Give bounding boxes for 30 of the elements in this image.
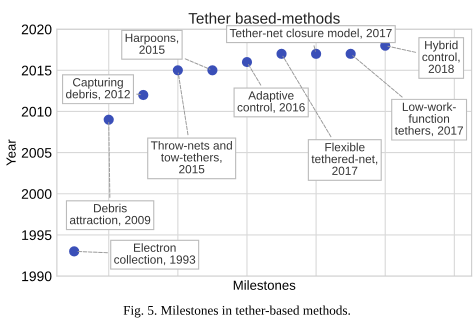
point: [138, 90, 148, 100]
y-tick-label: 2015: [22, 66, 52, 76]
annotation: Electron collection, 1993: [114, 243, 196, 266]
annotation: Flexible tethered-net, 2017: [311, 142, 378, 176]
annotation: Harpoons, 2015: [126, 34, 178, 54]
chart-title: Tether based-methods: [188, 12, 340, 24]
point: [276, 48, 287, 59]
point: [104, 114, 114, 125]
caption: Fig. 5. Milestones in tether-based methods.: [124, 306, 350, 318]
y-tick-label: 2020: [22, 24, 52, 34]
point: [69, 246, 80, 256]
y-tick-label: 2000: [22, 189, 52, 199]
x-axis-title: Milestones: [234, 280, 296, 290]
annotation: Adaptive control, 2016: [238, 90, 305, 113]
y-tick-label: 1995: [22, 230, 52, 240]
annotation: Debris attraction, 2009: [70, 204, 150, 226]
point: [311, 48, 322, 59]
point: [242, 56, 252, 68]
point: [346, 48, 356, 59]
y-tick-label: 1990: [22, 271, 52, 282]
y-tick-label: 2010: [22, 106, 52, 117]
annotation: Tether-net closure model, 2017: [230, 28, 392, 39]
annotation: Hybrid control, 2018: [422, 40, 460, 73]
annotation: Capturing debris, 2012: [66, 78, 130, 100]
y-axis-title: Year: [6, 139, 16, 166]
y-tick-label: 2005: [22, 148, 52, 158]
annotation: Throw-nets and tow-tethers, 2015: [150, 141, 232, 174]
point: [207, 65, 218, 76]
annotation: Low-work- function tethers, 2017: [394, 102, 463, 136]
point: [172, 65, 183, 76]
